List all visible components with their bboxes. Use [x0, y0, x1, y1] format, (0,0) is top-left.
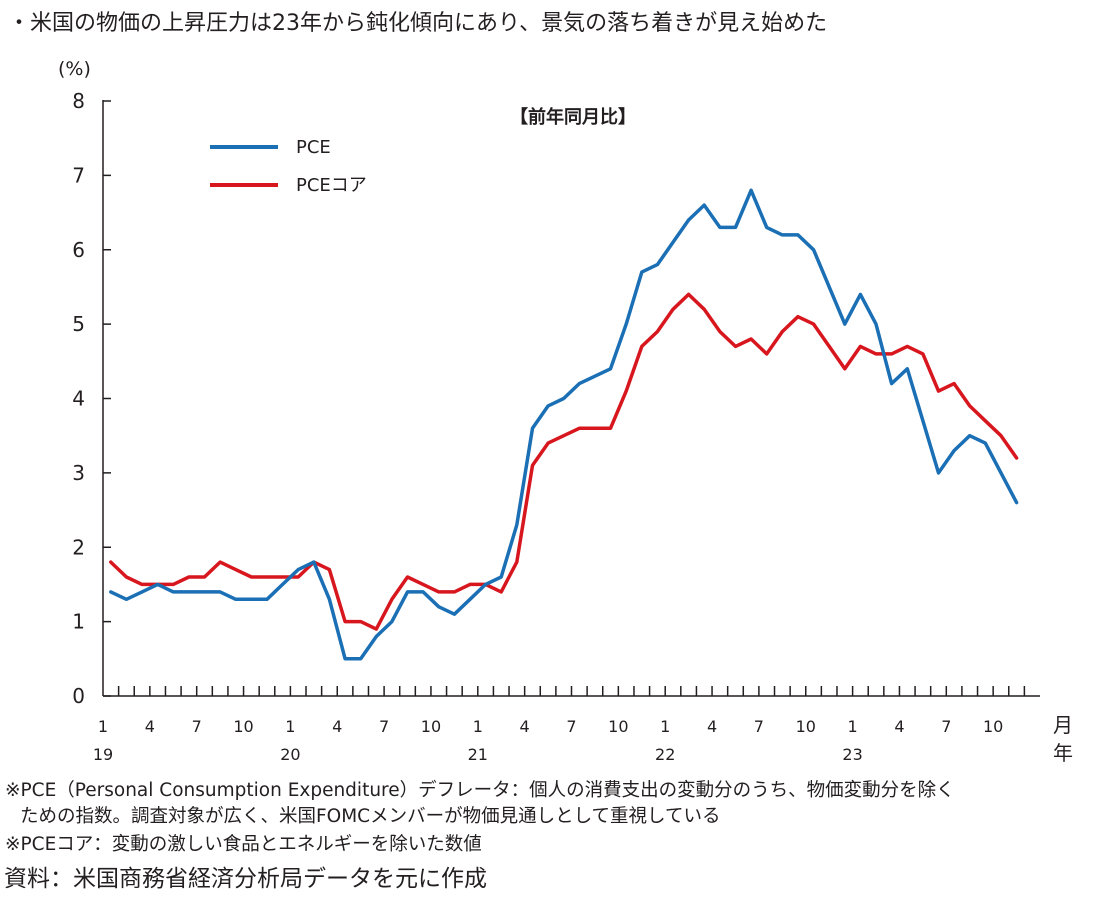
- y-tick-label: 3: [72, 461, 85, 485]
- x-tick-label: 10: [233, 717, 253, 736]
- x-year-label: 23: [842, 745, 862, 764]
- x-tick-label: 10: [983, 717, 1003, 736]
- y-tick-label: 8: [72, 89, 85, 113]
- y-tick-label: 0: [72, 684, 85, 708]
- x-year-label: 21: [468, 745, 488, 764]
- x-axis-suffix-year: 年: [1053, 741, 1073, 765]
- x-axis-suffix-month: 月: [1053, 713, 1073, 737]
- series-line-pce: [109, 188, 1019, 661]
- x-tick-label: 7: [754, 717, 764, 736]
- note-pce-definition: ※PCE（Personal Consumption Expenditure）デフ…: [5, 780, 955, 801]
- x-tick-label: 4: [332, 717, 342, 736]
- note-pce-core: ※PCEコア：変動の激しい食品とエネルギーを除いた数値: [5, 834, 482, 855]
- x-tick-label: 7: [192, 717, 202, 736]
- x-tick-label: 4: [707, 717, 717, 736]
- x-tick-label: 7: [379, 717, 389, 736]
- source-note: 資料：米国商務省経済分析局データを元に作成: [4, 866, 487, 892]
- series-group: [109, 188, 1019, 661]
- x-ticks: 1 4 7 10 1 4 7 10 1 4 7 10 1 4 7 10 1 4 7 10 19 20 21 22 23: [93, 686, 1026, 764]
- x-tick-label: 1: [848, 717, 858, 736]
- y-tick-label: 6: [72, 238, 85, 262]
- y-tick-label: 5: [72, 312, 85, 336]
- x-tick-label: 1: [285, 717, 295, 736]
- y-tick-label: 4: [72, 387, 85, 411]
- panel-label: 【前年同月比】: [510, 106, 636, 128]
- x-tick-label: 10: [796, 717, 816, 736]
- x-tick-label: 10: [608, 717, 628, 736]
- x-tick-label: 4: [520, 717, 530, 736]
- x-tick-label: 7: [566, 717, 576, 736]
- chart-title: ・米国の物価の上昇圧力は23年から鈍化傾向にあり、景気の落ち着きが見え始めた: [8, 11, 827, 36]
- y-tick-label: 2: [72, 535, 85, 559]
- note-pce-definition-cont: ための指数。調査対象が広く、米国FOMCメンバーが物価見通しとして重視している: [20, 806, 720, 827]
- legend-label-pce: PCE: [296, 137, 331, 158]
- legend-label-pce-core: PCEコア: [296, 175, 367, 196]
- x-tick-label: 1: [660, 717, 670, 736]
- x-tick-label: 10: [421, 717, 441, 736]
- y-ticks: 0 1 2 3 4 5 6 7 8: [72, 89, 111, 708]
- x-year-label: 20: [280, 745, 300, 764]
- legend: PCE PCEコア: [210, 137, 367, 196]
- y-tick-label: 1: [72, 610, 85, 634]
- series-line-pce-core: [109, 292, 1019, 631]
- y-axis-unit: (%): [58, 58, 91, 80]
- x-year-label: 22: [655, 745, 675, 764]
- footnotes: ※PCE（Personal Consumption Expenditure）デフ…: [4, 780, 955, 892]
- x-tick-label: 7: [941, 717, 951, 736]
- x-tick-label: 4: [894, 717, 904, 736]
- x-tick-label: 1: [473, 717, 483, 736]
- x-tick-label: 4: [145, 717, 155, 736]
- x-year-label: 19: [93, 745, 113, 764]
- y-tick-label: 7: [72, 163, 85, 187]
- x-tick-label: 1: [98, 717, 108, 736]
